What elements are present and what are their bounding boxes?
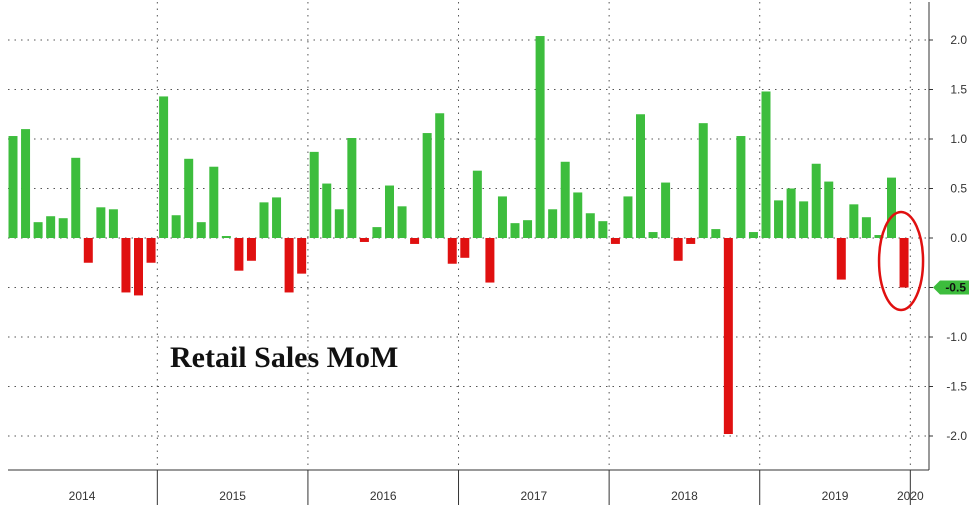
bar bbox=[21, 129, 31, 238]
annotations: -0.5 bbox=[877, 210, 969, 312]
bar bbox=[322, 183, 332, 238]
bar bbox=[497, 196, 507, 238]
bar bbox=[824, 181, 834, 238]
highlight-ellipse bbox=[877, 210, 925, 312]
bar bbox=[272, 197, 282, 238]
bar bbox=[535, 36, 545, 238]
bar bbox=[71, 157, 81, 238]
bar bbox=[121, 238, 131, 293]
x-tick-label: 2016 bbox=[370, 489, 397, 503]
x-tick-label: 2017 bbox=[520, 489, 547, 503]
bar bbox=[234, 238, 244, 271]
bar bbox=[573, 192, 583, 238]
bar bbox=[108, 209, 118, 238]
bar bbox=[33, 222, 43, 238]
bar bbox=[736, 136, 746, 238]
bar bbox=[8, 136, 18, 238]
bar bbox=[711, 229, 721, 238]
bar bbox=[46, 216, 56, 238]
bar bbox=[372, 227, 382, 238]
last-value-tag bbox=[933, 280, 969, 295]
bar bbox=[799, 201, 809, 238]
y-tick-label: 1.5 bbox=[950, 83, 967, 97]
bar bbox=[134, 238, 143, 296]
y-tick-label: 0.0 bbox=[950, 231, 967, 245]
bar bbox=[196, 222, 206, 238]
bar bbox=[435, 113, 445, 238]
y-tick-label: -1.5 bbox=[946, 380, 967, 394]
bar bbox=[523, 220, 533, 238]
x-tick-label: 2018 bbox=[671, 489, 698, 503]
bar bbox=[786, 188, 796, 238]
bar bbox=[347, 138, 357, 238]
bar bbox=[397, 206, 407, 238]
bar bbox=[309, 151, 319, 238]
bar bbox=[146, 238, 156, 263]
bar bbox=[410, 238, 420, 244]
bar bbox=[472, 170, 482, 238]
bar bbox=[96, 207, 106, 238]
bar bbox=[723, 238, 733, 435]
bar bbox=[661, 182, 671, 238]
bar bbox=[159, 96, 169, 239]
y-tick-label: 2.0 bbox=[950, 33, 967, 47]
bar bbox=[811, 163, 821, 238]
bar bbox=[849, 204, 859, 238]
bar bbox=[171, 215, 181, 238]
bars bbox=[8, 36, 909, 435]
bar bbox=[246, 238, 256, 261]
bar bbox=[861, 217, 871, 238]
bar bbox=[422, 133, 432, 238]
x-tick-label: 2019 bbox=[822, 489, 849, 503]
bar bbox=[610, 238, 620, 244]
x-tick-label: 2015 bbox=[219, 489, 246, 503]
bar bbox=[297, 238, 307, 274]
bar bbox=[359, 238, 369, 242]
bar bbox=[548, 209, 558, 238]
bar bbox=[899, 238, 909, 288]
bar bbox=[585, 213, 595, 238]
bar bbox=[636, 114, 645, 238]
y-tick-label: 0.5 bbox=[950, 182, 967, 196]
bar bbox=[673, 238, 683, 261]
y-tick-label: -2.0 bbox=[946, 429, 967, 443]
bar bbox=[385, 185, 394, 238]
chart-title: Retail Sales MoM bbox=[170, 341, 398, 374]
bar bbox=[598, 221, 608, 238]
bar bbox=[221, 236, 231, 238]
y-tick-label: -1.0 bbox=[946, 330, 967, 344]
bar bbox=[761, 91, 771, 238]
bar bbox=[836, 238, 846, 280]
axes: 2.0 1.5 1.0 0.5 0.0 -0.5 -1.0 -1.5 -2.0 2014 2015 2… bbox=[8, 2, 967, 505]
bar bbox=[83, 238, 93, 263]
bar bbox=[648, 232, 658, 238]
x-tick-label: 2020 bbox=[897, 489, 924, 503]
bar bbox=[284, 238, 294, 293]
bar bbox=[748, 232, 758, 238]
bar bbox=[184, 158, 194, 238]
bar bbox=[686, 238, 696, 244]
gridlines bbox=[8, 2, 929, 470]
bar bbox=[560, 161, 570, 238]
bar bbox=[698, 123, 708, 238]
bar bbox=[774, 200, 784, 238]
y-tick-label: 1.0 bbox=[950, 132, 967, 146]
bar bbox=[887, 177, 896, 238]
bar bbox=[623, 196, 633, 238]
x-tick-label: 2014 bbox=[69, 489, 96, 503]
bar bbox=[259, 202, 269, 238]
bar bbox=[460, 238, 470, 258]
bar bbox=[874, 235, 884, 238]
bar bbox=[510, 223, 520, 238]
last-value-label: -0.5 bbox=[945, 281, 966, 295]
bar bbox=[447, 238, 457, 264]
bar bbox=[334, 209, 344, 238]
bar bbox=[485, 238, 495, 283]
bar bbox=[209, 166, 219, 238]
bar bbox=[58, 218, 68, 238]
